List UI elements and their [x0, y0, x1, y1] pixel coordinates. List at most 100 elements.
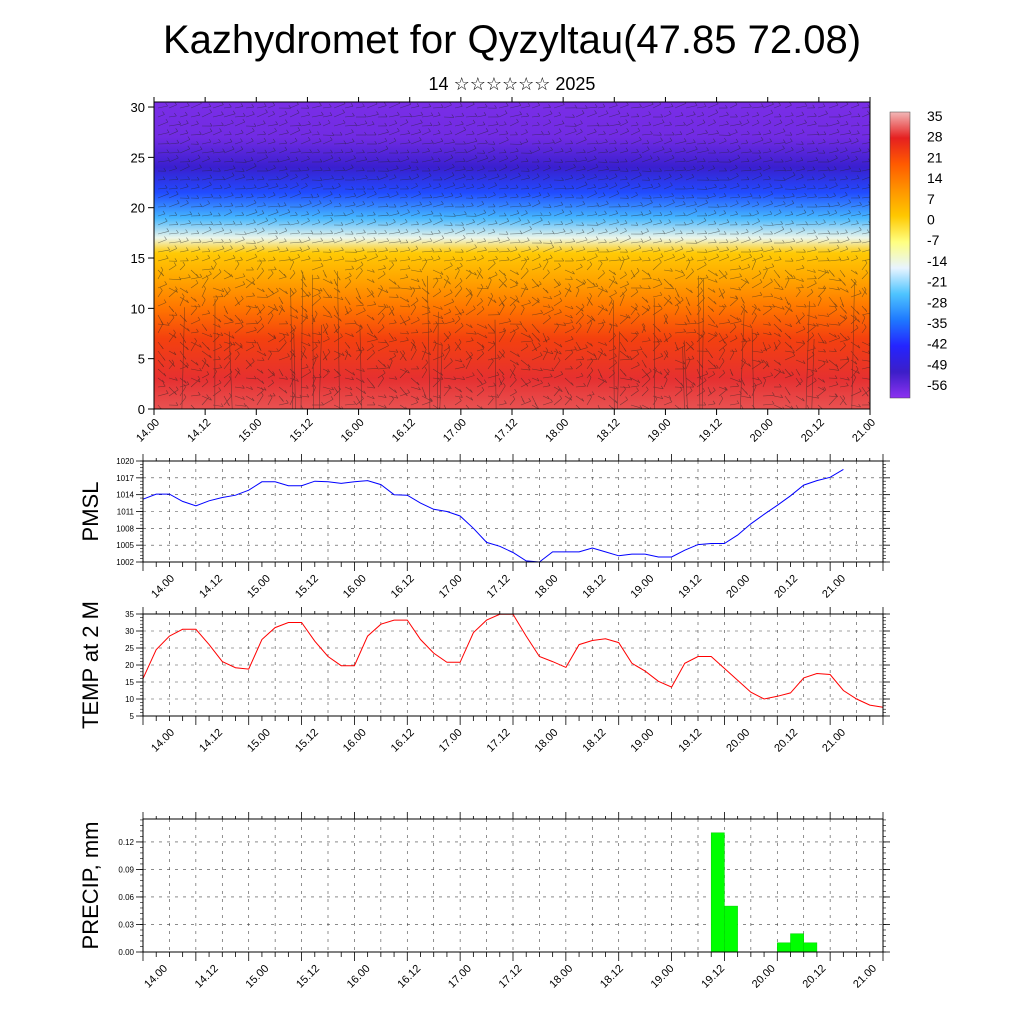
y-tick-label: 5	[130, 712, 135, 721]
wind-barb	[212, 125, 224, 127]
wind-barb	[278, 356, 290, 361]
wind-barb	[795, 278, 804, 282]
wind-barb	[289, 327, 297, 334]
wind-barb	[685, 114, 696, 118]
wind-barb	[663, 124, 672, 127]
wind-barb	[685, 158, 698, 163]
wind-barb	[597, 231, 608, 235]
wind-barb-flag	[639, 284, 642, 289]
wind-barb-flag	[453, 147, 456, 151]
wind-barb-flag	[406, 185, 409, 190]
wind-barb	[377, 327, 385, 334]
wind-barb-flag	[703, 158, 706, 162]
wind-barb	[597, 213, 607, 217]
wind-barb	[223, 344, 233, 352]
wind-barb-flag	[771, 246, 774, 250]
wind-barb-flag	[480, 283, 484, 288]
wind-barb	[762, 375, 773, 379]
wind-barb-flag	[493, 299, 497, 303]
wind-barb-flag	[705, 348, 708, 352]
wind-barb-flag	[274, 127, 277, 132]
wind-barb	[454, 176, 466, 181]
wind-barb-flag	[513, 364, 516, 368]
wind-barb-flag	[362, 368, 365, 372]
wind-barb	[509, 332, 516, 343]
wind-barb-flag	[284, 166, 288, 170]
wind-barb-flag	[325, 331, 328, 335]
wind-barb-flag	[549, 183, 553, 188]
wind-barb-flag	[746, 111, 750, 116]
wind-streak	[439, 345, 443, 409]
wind-barb	[806, 269, 816, 273]
wind-barb-flag	[528, 299, 531, 304]
wind-barb-flag	[736, 237, 739, 241]
wind-barb-flag	[374, 248, 377, 252]
wind-barb-flag	[195, 362, 199, 366]
wind-barb	[355, 123, 368, 127]
wind-barb-flag	[320, 167, 323, 171]
wind-barb-flag	[197, 378, 201, 383]
wind-barb-flag	[746, 158, 750, 162]
wind-barb	[388, 194, 399, 199]
wind-barb-flag	[792, 352, 796, 356]
wind-barb-flag	[393, 218, 396, 223]
wind-barb-flag	[683, 328, 686, 332]
wind-barb	[245, 212, 258, 217]
wind-barb	[421, 175, 432, 181]
wind-barb-flag	[745, 139, 749, 144]
wind-barb-flag	[303, 345, 306, 350]
wind-barb	[201, 268, 214, 271]
wind-barb	[542, 368, 554, 372]
wind-barb	[509, 196, 519, 199]
wind-barb-flag	[360, 267, 363, 271]
wind-barb	[553, 350, 562, 355]
wind-barb-flag	[672, 227, 676, 231]
wind-barb-flag	[166, 190, 169, 194]
wind-barb	[531, 202, 541, 208]
wind-barb-flag	[419, 137, 422, 141]
wind-barb-flag	[772, 392, 775, 396]
wind-barb-flag	[186, 200, 189, 204]
wind-barb-flag	[659, 203, 662, 207]
wind-barb-flag	[287, 353, 290, 357]
wind-barb	[245, 308, 251, 316]
wind-barb-flag	[463, 126, 466, 130]
wind-barb-flag	[616, 219, 619, 223]
wind-barb	[267, 150, 276, 154]
wind-barb-flag	[228, 375, 232, 380]
wind-barb	[751, 385, 757, 397]
wind-barb	[432, 324, 438, 334]
wind-barb	[278, 241, 287, 244]
wind-barb	[575, 184, 588, 190]
wind-barb-flag	[167, 246, 170, 251]
wind-barb	[751, 186, 761, 190]
wind-barb-flag	[231, 146, 235, 150]
wind-barb-flag	[383, 363, 386, 368]
wind-barb-flag	[738, 253, 742, 258]
wind-barb	[817, 272, 827, 280]
wind-barb-flag	[559, 193, 563, 198]
wind-barb-flag	[638, 183, 641, 187]
wind-barb-flag	[522, 305, 525, 309]
wind-barb-flag	[337, 289, 341, 293]
wind-barb	[685, 377, 696, 386]
wind-barb-flag	[505, 155, 509, 159]
wind-barb-flag	[306, 211, 309, 215]
wind-barb	[355, 398, 364, 406]
wind-barb-flag	[614, 140, 617, 144]
wind-barb-flag	[768, 175, 771, 180]
wind-barb-flag	[711, 308, 714, 312]
wind-barb-flag	[225, 291, 229, 295]
wind-barb-flag	[634, 307, 638, 311]
wind-barb-flag	[231, 335, 235, 339]
wind-barb	[751, 256, 764, 262]
wind-barb-flag	[232, 110, 236, 114]
wind-barb-flag	[581, 303, 585, 307]
wind-barb	[641, 249, 653, 253]
wind-barb	[806, 115, 817, 118]
wind-barb	[311, 141, 322, 145]
wind-streak	[805, 301, 810, 409]
wind-barb	[300, 404, 304, 409]
wind-barb-flag	[254, 184, 257, 188]
wind-barb-flag	[596, 247, 599, 251]
